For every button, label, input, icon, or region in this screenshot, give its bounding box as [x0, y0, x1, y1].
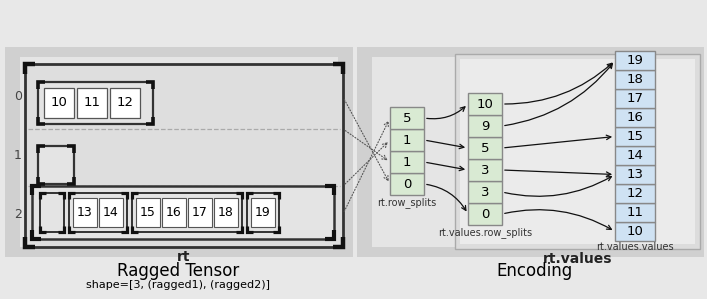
Text: 14: 14 [626, 149, 643, 162]
Bar [162, 198, 186, 227]
Text: 10: 10 [51, 97, 67, 109]
Text: 1: 1 [403, 133, 411, 147]
Text: rt: rt [177, 250, 191, 264]
Text: rt.values: rt.values [543, 252, 612, 266]
Text: 2: 2 [14, 208, 22, 220]
Bar [372, 57, 689, 247]
Text: 0: 0 [403, 178, 411, 190]
Bar [468, 137, 502, 159]
Text: 5: 5 [403, 112, 411, 124]
Bar [468, 181, 502, 203]
Bar [615, 146, 655, 165]
Bar [468, 93, 502, 115]
Text: 15: 15 [140, 206, 156, 219]
Bar [455, 54, 700, 249]
Bar [390, 151, 424, 173]
Text: 11: 11 [626, 206, 643, 219]
Bar [38, 82, 153, 124]
Bar [5, 47, 353, 257]
Bar [214, 198, 238, 227]
Bar [110, 88, 140, 118]
Bar [73, 198, 97, 227]
Bar [615, 222, 655, 241]
Text: 3: 3 [481, 185, 489, 199]
Text: 12: 12 [626, 187, 643, 200]
Bar [615, 51, 655, 70]
Text: 5: 5 [481, 141, 489, 155]
Bar [390, 129, 424, 151]
Text: rt.row_splits: rt.row_splits [378, 198, 437, 208]
Text: 12: 12 [117, 97, 134, 109]
Text: 13: 13 [626, 168, 643, 181]
Text: 10: 10 [477, 97, 493, 111]
Text: Encoding: Encoding [497, 262, 573, 280]
Text: 16: 16 [626, 111, 643, 124]
Bar [38, 146, 74, 184]
Bar [460, 59, 695, 244]
Bar [390, 173, 424, 195]
Text: 11: 11 [83, 97, 100, 109]
Bar [251, 198, 275, 227]
Bar [132, 193, 242, 232]
Bar [468, 203, 502, 225]
Bar [25, 64, 343, 247]
Bar [136, 198, 160, 227]
Text: 16: 16 [166, 206, 182, 219]
Text: 18: 18 [218, 206, 234, 219]
Text: 19: 19 [255, 206, 271, 219]
Text: 9: 9 [481, 120, 489, 132]
Text: 0: 0 [481, 208, 489, 220]
Bar [357, 47, 704, 257]
Text: shape=[3, (ragged1), (ragged2)]: shape=[3, (ragged1), (ragged2)] [86, 280, 270, 290]
Bar [77, 88, 107, 118]
Text: 19: 19 [626, 54, 643, 67]
Bar [69, 193, 127, 232]
Bar [615, 165, 655, 184]
Bar [188, 198, 212, 227]
Bar [615, 70, 655, 89]
Bar [40, 193, 64, 232]
Bar [390, 107, 424, 129]
Text: 18: 18 [626, 73, 643, 86]
Bar [32, 186, 334, 239]
Text: 17: 17 [626, 92, 643, 105]
Bar [44, 88, 74, 118]
Text: Ragged Tensor: Ragged Tensor [117, 262, 239, 280]
Text: 13: 13 [77, 206, 93, 219]
Text: 17: 17 [192, 206, 208, 219]
Bar [615, 89, 655, 108]
Text: 1: 1 [403, 155, 411, 169]
Bar [468, 115, 502, 137]
Text: rt.values.row_splits: rt.values.row_splits [438, 228, 532, 239]
Text: 14: 14 [103, 206, 119, 219]
Text: 10: 10 [626, 225, 643, 238]
Bar [247, 193, 279, 232]
Bar [615, 203, 655, 222]
Bar [468, 159, 502, 181]
Bar [99, 198, 123, 227]
Text: 1: 1 [14, 149, 22, 162]
Bar [615, 184, 655, 203]
Text: 0: 0 [14, 91, 22, 103]
Bar [20, 57, 338, 247]
Bar [615, 108, 655, 127]
Bar [615, 127, 655, 146]
Text: 3: 3 [481, 164, 489, 176]
Text: rt.values.values: rt.values.values [596, 242, 674, 252]
Text: 15: 15 [626, 130, 643, 143]
